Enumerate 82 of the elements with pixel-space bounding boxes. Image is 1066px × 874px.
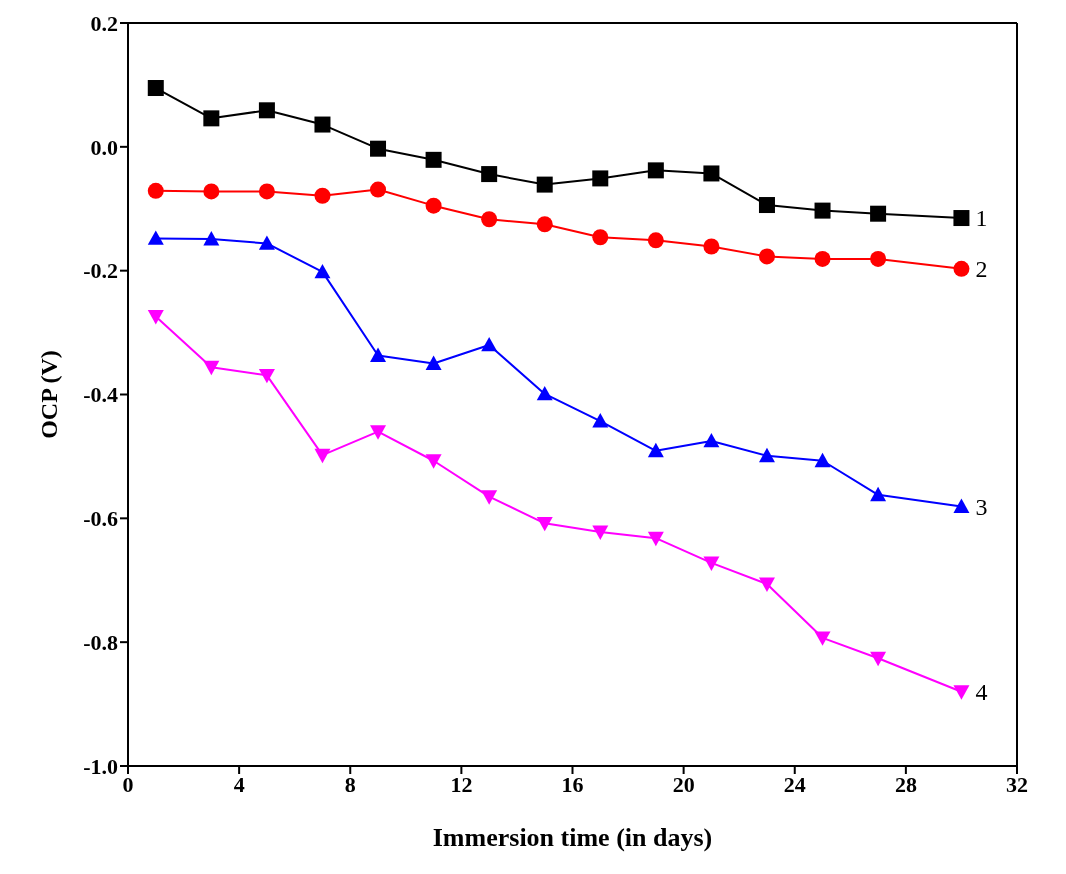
point — [258, 102, 275, 119]
x-tick-label: 0 — [122, 771, 134, 797]
series-label: 1 — [975, 205, 988, 232]
y-tick-label: -0.2 — [83, 258, 118, 284]
point — [703, 556, 720, 571]
point — [536, 176, 553, 193]
point — [147, 182, 164, 199]
point — [536, 385, 553, 401]
y-tick-label: -0.8 — [83, 629, 118, 655]
y-tick-label: -0.4 — [83, 382, 118, 408]
point — [314, 187, 331, 204]
point — [647, 162, 664, 179]
point — [703, 165, 720, 182]
point — [481, 336, 498, 352]
point — [814, 631, 831, 646]
point — [425, 197, 442, 214]
point — [703, 238, 720, 255]
point — [425, 355, 442, 370]
point — [758, 197, 775, 214]
point — [814, 452, 831, 468]
series-label: 4 — [975, 678, 988, 705]
point — [953, 498, 970, 513]
x-tick-label: 8 — [344, 771, 356, 797]
point — [953, 260, 970, 277]
point — [481, 211, 498, 228]
y-tick-label: 0.2 — [90, 10, 118, 36]
point — [592, 170, 609, 187]
point — [758, 248, 775, 265]
point — [870, 651, 887, 667]
x-tick-label: 4 — [233, 771, 245, 797]
y-tick-label: -1.0 — [83, 753, 118, 779]
point — [370, 347, 387, 362]
point — [370, 425, 387, 440]
point — [370, 181, 387, 198]
point — [870, 205, 887, 222]
x-axis-title: Immersion time (in days) — [432, 823, 713, 852]
point — [425, 454, 442, 469]
series-label: 3 — [975, 493, 988, 520]
point — [481, 166, 498, 183]
series-label: 2 — [975, 255, 988, 282]
point — [314, 116, 331, 133]
point — [147, 230, 164, 245]
point — [814, 202, 831, 219]
point — [203, 231, 220, 246]
point — [870, 250, 887, 267]
point — [758, 447, 775, 463]
y-axis-title: OCP (V) — [35, 350, 62, 439]
point — [536, 216, 553, 233]
x-tick-label: 24 — [783, 771, 806, 797]
y-tick-label: 0.0 — [90, 134, 118, 160]
point — [870, 486, 887, 502]
point — [258, 183, 275, 200]
point — [953, 210, 970, 227]
x-tick-label: 28 — [894, 771, 917, 797]
point — [647, 232, 664, 249]
point — [258, 368, 275, 384]
point — [203, 360, 220, 376]
point — [647, 442, 664, 458]
point — [592, 229, 609, 246]
point — [481, 490, 498, 505]
point — [203, 183, 220, 200]
x-tick-label: 20 — [672, 771, 695, 797]
point — [147, 80, 164, 97]
point — [536, 516, 553, 532]
point — [314, 263, 331, 279]
point — [314, 448, 331, 464]
point — [953, 685, 970, 700]
point — [758, 577, 775, 592]
point — [258, 235, 275, 250]
point — [814, 250, 831, 267]
point — [647, 531, 664, 547]
point — [425, 151, 442, 168]
x-tick-label: 16 — [561, 771, 584, 797]
point — [370, 140, 387, 157]
y-tick-label: -0.6 — [83, 506, 118, 532]
x-tick-label: 12 — [450, 771, 473, 797]
x-tick-label: 32 — [1006, 771, 1028, 797]
point — [147, 310, 164, 325]
point — [703, 432, 720, 448]
point — [592, 413, 609, 428]
point — [592, 525, 609, 540]
point — [203, 110, 220, 127]
